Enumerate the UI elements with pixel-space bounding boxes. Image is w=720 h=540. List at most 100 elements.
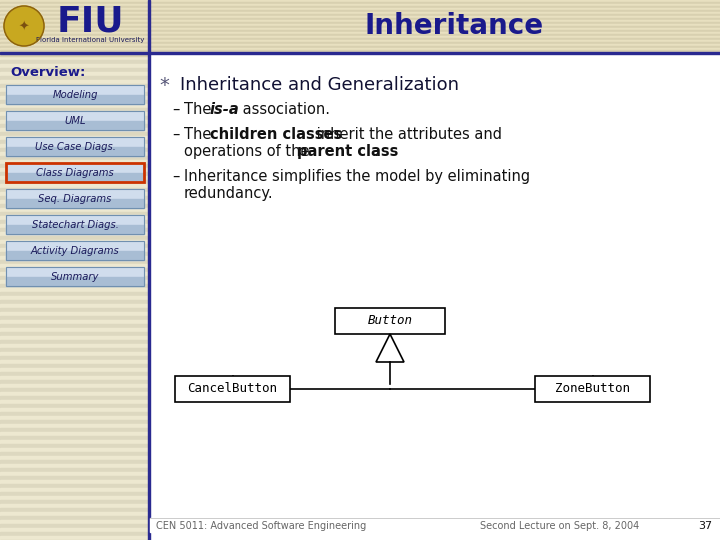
Bar xyxy=(0,324,148,328)
Bar xyxy=(0,308,148,312)
Text: –: – xyxy=(172,102,179,117)
Bar xyxy=(6,163,144,182)
Bar xyxy=(0,240,148,244)
Bar xyxy=(0,292,148,296)
Bar xyxy=(0,520,148,524)
Bar xyxy=(0,248,148,252)
Bar xyxy=(0,116,148,120)
Bar xyxy=(0,112,148,116)
Bar xyxy=(0,232,148,236)
Bar xyxy=(0,460,148,464)
Bar xyxy=(0,328,148,332)
Bar xyxy=(0,276,148,280)
Bar xyxy=(150,54,720,540)
Bar xyxy=(0,16,148,20)
Bar xyxy=(0,424,148,428)
Bar xyxy=(0,224,148,228)
Bar xyxy=(6,267,144,286)
Bar xyxy=(0,356,148,360)
Text: parent class: parent class xyxy=(297,144,398,159)
Bar xyxy=(0,500,148,504)
Bar xyxy=(0,512,148,516)
Bar xyxy=(0,496,148,500)
Text: is-a: is-a xyxy=(210,102,240,117)
Bar xyxy=(0,372,148,376)
Bar xyxy=(0,100,148,104)
Bar xyxy=(0,364,148,368)
Bar xyxy=(0,176,148,180)
Bar xyxy=(0,468,148,472)
Bar xyxy=(0,54,720,56)
Bar xyxy=(0,260,148,264)
Bar xyxy=(0,108,148,112)
Text: FIU: FIU xyxy=(56,5,124,39)
Bar xyxy=(0,24,148,28)
Bar xyxy=(6,241,144,260)
Bar xyxy=(150,518,720,532)
Bar xyxy=(0,392,148,396)
Text: Use Case Diags.: Use Case Diags. xyxy=(35,141,115,152)
Bar xyxy=(0,2,720,4)
Bar xyxy=(0,252,148,256)
Text: CancelButton: CancelButton xyxy=(187,382,277,395)
Bar xyxy=(0,360,148,364)
Bar xyxy=(0,484,148,488)
Text: children classes: children classes xyxy=(210,127,342,142)
Bar xyxy=(0,300,148,304)
Bar xyxy=(0,8,720,10)
Bar xyxy=(0,416,148,420)
Bar xyxy=(0,464,148,468)
Bar xyxy=(0,348,148,352)
Text: .: . xyxy=(373,144,378,159)
Text: *: * xyxy=(159,76,169,95)
Bar xyxy=(6,241,144,260)
Bar xyxy=(0,164,148,168)
Bar xyxy=(0,0,148,4)
Bar xyxy=(6,137,144,156)
Text: –: – xyxy=(172,127,179,142)
Text: Class Diagrams: Class Diagrams xyxy=(36,167,114,178)
Bar xyxy=(0,196,148,200)
Bar xyxy=(0,504,148,508)
Bar xyxy=(0,48,148,52)
Text: redundancy.: redundancy. xyxy=(184,186,274,201)
Bar xyxy=(6,189,144,208)
Bar xyxy=(0,10,720,12)
Bar xyxy=(0,340,148,344)
Bar xyxy=(0,136,148,140)
Bar xyxy=(0,44,148,48)
Text: The: The xyxy=(184,127,216,142)
Text: Modeling: Modeling xyxy=(53,90,98,99)
Bar xyxy=(0,32,148,36)
Bar xyxy=(0,412,148,416)
Text: Activity Diagrams: Activity Diagrams xyxy=(31,246,120,255)
Bar xyxy=(0,6,720,8)
Bar xyxy=(0,220,148,224)
Text: operations of the: operations of the xyxy=(184,144,314,159)
Bar xyxy=(0,216,148,220)
Bar xyxy=(0,192,148,196)
Bar xyxy=(0,96,148,100)
Bar xyxy=(6,122,144,130)
Text: Second Lecture on Sept. 8, 2004: Second Lecture on Sept. 8, 2004 xyxy=(480,521,639,531)
Bar xyxy=(6,85,144,104)
Text: Inheritance: Inheritance xyxy=(364,12,544,40)
Bar xyxy=(0,40,148,44)
Bar xyxy=(0,46,720,48)
Text: Inheritance and Generalization: Inheritance and Generalization xyxy=(180,76,459,94)
Text: ZoneButton: ZoneButton xyxy=(555,382,630,395)
Bar xyxy=(0,516,148,520)
Bar xyxy=(0,144,148,148)
Bar xyxy=(0,8,148,12)
Text: Florida International University: Florida International University xyxy=(36,37,144,43)
Bar xyxy=(6,85,144,104)
Bar xyxy=(6,278,144,286)
Bar xyxy=(0,336,148,340)
Bar xyxy=(6,215,144,234)
Bar xyxy=(0,26,720,28)
Bar xyxy=(0,384,148,388)
Bar xyxy=(0,32,720,34)
Text: Statechart Diags.: Statechart Diags. xyxy=(32,219,118,230)
Bar xyxy=(0,48,720,50)
Bar xyxy=(0,480,148,484)
